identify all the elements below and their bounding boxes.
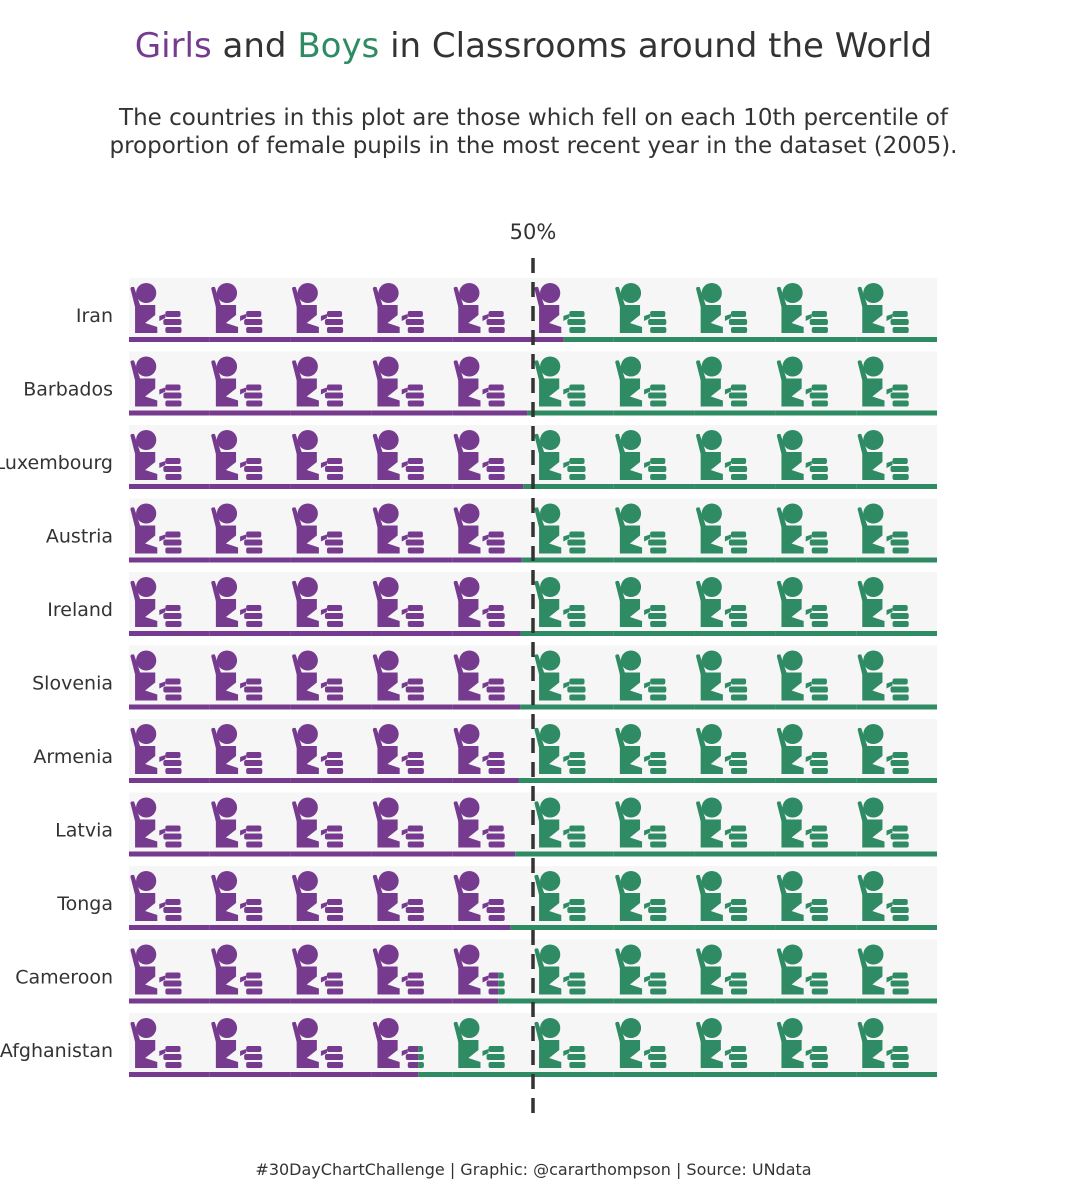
country-label: Barbados [23, 379, 113, 401]
country-label: Armenia [33, 746, 113, 768]
row-slovenia: Slovenia [32, 645, 937, 710]
title-girls-word: Girls [134, 26, 212, 66]
subtitle-line-2: proportion of female pupils in the most … [109, 133, 958, 159]
country-label: Austria [46, 526, 113, 548]
row-tonga: Tonga [56, 866, 937, 930]
country-label: Latvia [55, 820, 113, 842]
country-label: Slovenia [32, 673, 113, 695]
row-ireland: Ireland [47, 572, 937, 636]
chart-caption: #30DayChartChallenge | Graphic: @cararth… [255, 1160, 812, 1179]
row-austria: Austria [46, 498, 937, 563]
country-label: Cameroon [15, 967, 113, 989]
row-afghanistan: Afghanistan [0, 1013, 937, 1077]
row-cameroon: Cameroon [15, 939, 937, 1004]
country-label: Luxembourg [0, 452, 113, 474]
country-label: Tonga [56, 893, 113, 915]
country-label: Afghanistan [0, 1040, 113, 1062]
row-latvia: Latvia [55, 792, 937, 857]
row-luxembourg: Luxembourg [0, 425, 937, 489]
row-iran: Iran [76, 278, 937, 342]
chart-subtitle: The countries in this plot are those whi… [60, 104, 1007, 160]
subtitle-line-1: The countries in this plot are those whi… [119, 105, 948, 131]
country-label: Iran [76, 305, 113, 327]
chart-title: Girls and Boys in Classrooms around the … [0, 26, 1067, 66]
title-boys-word: Boys [297, 26, 380, 66]
country-label: Ireland [47, 599, 113, 621]
title-rest: in Classrooms around the World [390, 26, 933, 66]
row-barbados: Barbados [23, 351, 937, 416]
row-armenia: Armenia [33, 719, 937, 783]
fifty-percent-reference-label: 50% [510, 220, 557, 244]
title-and-word: and [222, 26, 287, 66]
